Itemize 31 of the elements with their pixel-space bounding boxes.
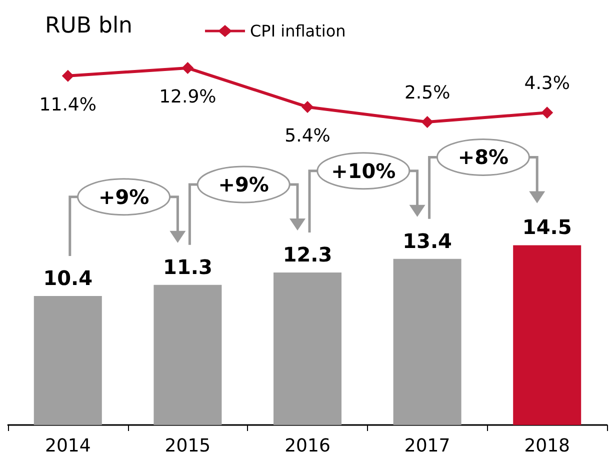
bar	[154, 284, 222, 425]
text: +10%	[331, 158, 396, 183]
text: +8%	[458, 145, 509, 170]
point	[182, 62, 194, 74]
data-label: 10.4	[43, 266, 93, 290]
bar	[34, 296, 102, 425]
x-tick-label: 2014	[44, 436, 91, 456]
bar	[513, 245, 582, 425]
data-label: 2.5%	[404, 82, 450, 104]
data-label: 11.4%	[39, 94, 96, 116]
data-label: 11.3	[163, 254, 212, 279]
x-tick-label: 2018	[524, 436, 570, 456]
point	[541, 106, 554, 119]
chart-title: RUB bln	[45, 14, 132, 38]
data-label: 13.4	[402, 228, 452, 253]
x-tick-label: 2016	[284, 436, 330, 456]
data-label: 14.5	[522, 215, 572, 240]
text: +9%	[98, 184, 150, 209]
bar	[274, 272, 342, 425]
data-label: 12.3	[282, 242, 332, 266]
text: +9%	[218, 172, 269, 196]
data-label: 12.9%	[159, 86, 216, 108]
x-tick-label: 2015	[164, 436, 211, 456]
legend-label: CPI inflation	[250, 22, 346, 40]
point	[62, 70, 74, 82]
data-label: 5.4%	[284, 125, 330, 146]
data-label: 4.3%	[524, 73, 570, 94]
point	[302, 100, 314, 113]
bar	[393, 258, 462, 425]
point	[421, 116, 434, 128]
x-tick-label: 2017	[404, 436, 450, 456]
